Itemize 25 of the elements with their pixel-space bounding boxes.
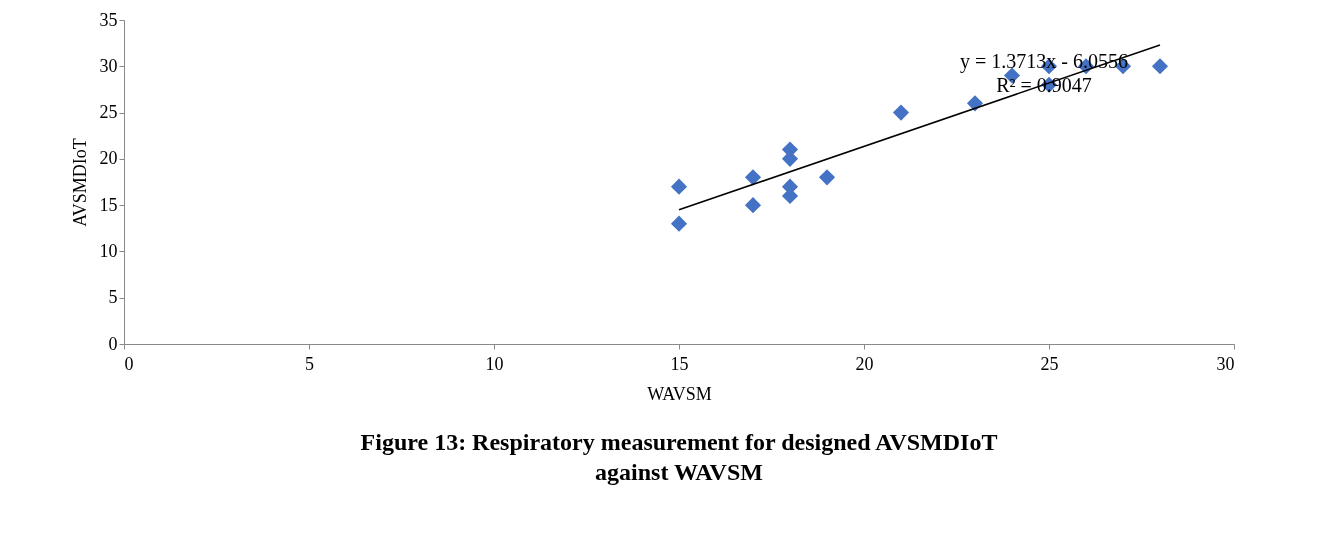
point <box>818 169 836 186</box>
point <box>670 178 688 195</box>
y-tick-label: 10 <box>99 240 118 261</box>
point <box>892 104 910 121</box>
x-tick-label: 15 <box>670 353 689 374</box>
y-tick-label: 25 <box>99 102 118 123</box>
point <box>1151 58 1169 75</box>
y-tick-label: 35 <box>99 9 118 30</box>
y-tick-label: 5 <box>108 287 118 308</box>
y-tick-label: 0 <box>108 333 118 354</box>
y-tick-label: 20 <box>99 148 118 169</box>
x-tick-label: 5 <box>305 353 314 374</box>
x-tick-label: 30 <box>1216 353 1235 374</box>
x-tick-label: 10 <box>485 353 504 374</box>
point <box>744 169 762 186</box>
point <box>670 215 688 232</box>
text: Figure 13: Respiratory measurement for designed AVSMDIoT against WAVSM <box>360 429 998 485</box>
x-tick-label: 20 <box>855 353 874 374</box>
y-tick-label: 30 <box>99 55 118 76</box>
x-axis-title: WAVSM <box>647 383 712 404</box>
x-tick-label: 25 <box>1040 353 1059 374</box>
point <box>744 197 762 214</box>
y-axis-title: AVSMDIoT <box>69 138 90 227</box>
y-tick-label: 15 <box>99 194 118 215</box>
x-tick-label: 0 <box>124 353 134 374</box>
